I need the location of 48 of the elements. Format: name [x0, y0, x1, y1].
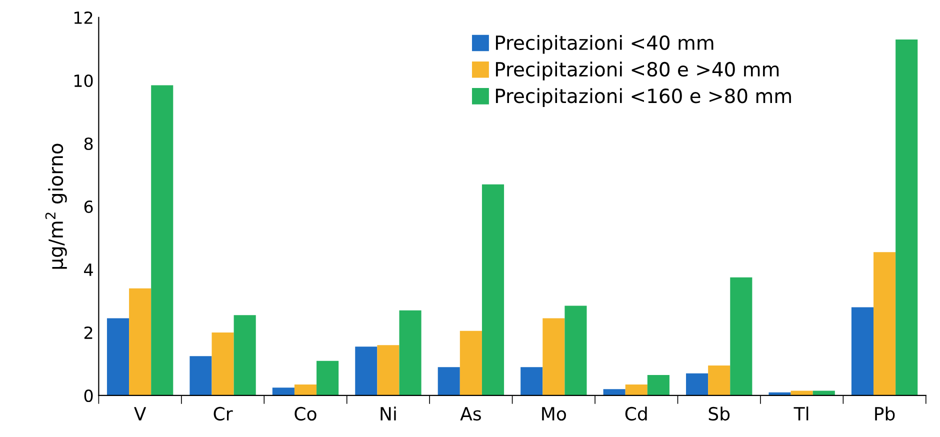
bar [686, 373, 708, 396]
y-tick-label: 12 [74, 11, 92, 24]
y-tick-label: 6 [84, 200, 93, 214]
bar [874, 252, 896, 396]
bar [106, 318, 130, 396]
legend-label: Precipitazioni <80 e >40 mm [496, 62, 779, 80]
x-tick-label: V [134, 407, 146, 420]
bar [542, 318, 565, 396]
bar [151, 85, 174, 396]
x-tick-label: Sb [708, 406, 730, 421]
bar [708, 366, 730, 396]
bar [520, 367, 543, 396]
y-axis-title: µg/m$^{2}$ giorno [45, 144, 67, 269]
bar [190, 356, 212, 396]
bar [212, 332, 234, 396]
y-tick-label: 10 [74, 74, 93, 88]
bar [730, 277, 752, 396]
x-tick-label: Pb [875, 406, 895, 421]
bar [851, 307, 874, 396]
bar [294, 384, 317, 396]
x-tick-label: Co [294, 406, 316, 421]
bar [625, 384, 648, 396]
bar [234, 315, 256, 396]
y-tick-label: 8 [84, 137, 93, 150]
x-tick-label: Tl [794, 406, 808, 420]
bar [129, 288, 152, 396]
bar [399, 310, 422, 396]
y-tick-label: 2 [84, 326, 92, 339]
x-tick-label: As [460, 407, 481, 421]
bar [564, 306, 587, 396]
x-tick-label: Ni [380, 406, 396, 420]
legend-label: Precipitazioni <160 e >80 mm [496, 88, 791, 107]
bar [647, 375, 670, 396]
x-tick-label: Cr [214, 406, 233, 421]
x-tick-label: Mo [542, 407, 566, 421]
bar [316, 360, 339, 396]
bar [272, 388, 294, 396]
bar [603, 389, 626, 396]
y-tick-label: 0 [84, 389, 93, 402]
bar [482, 184, 504, 396]
bar [460, 330, 482, 396]
bar [896, 40, 918, 396]
bar [377, 345, 400, 396]
y-tick-label: 4 [84, 264, 93, 276]
bar [438, 367, 460, 396]
x-tick-label: Cd [625, 406, 647, 421]
legend-label: Precipitazioni <40 mm [496, 34, 714, 54]
bar [355, 346, 378, 396]
